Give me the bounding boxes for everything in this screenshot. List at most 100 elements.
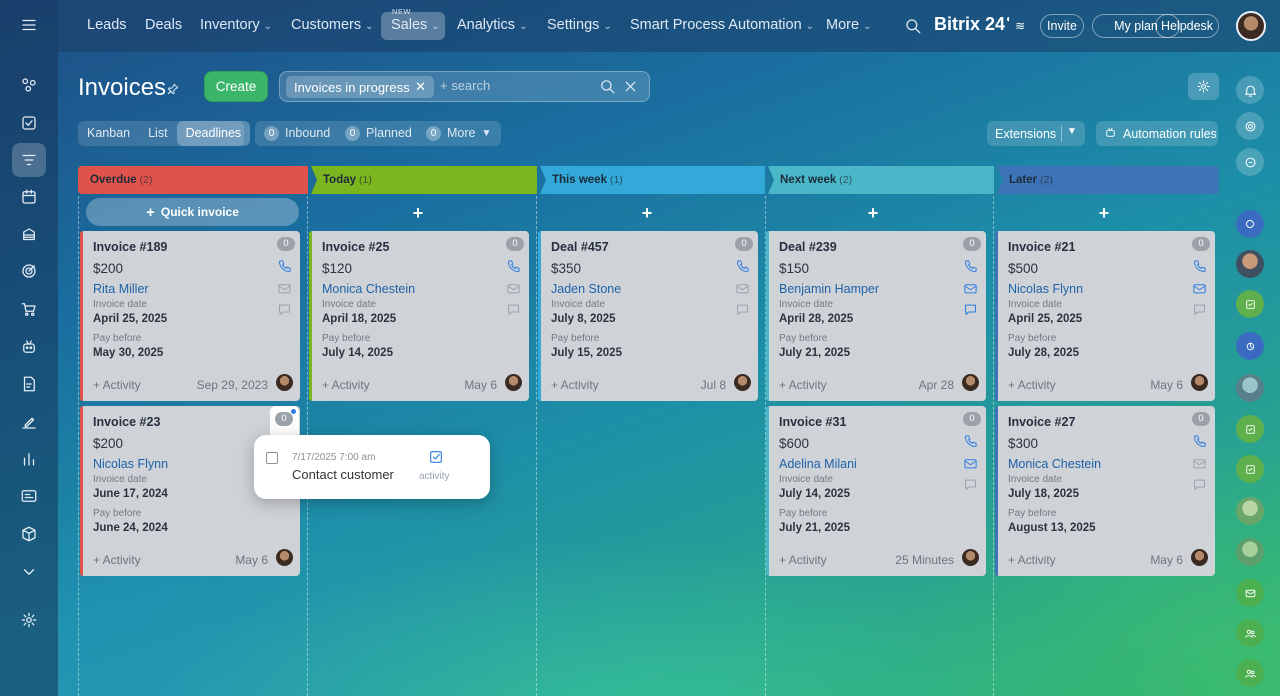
chat-icon[interactable]	[277, 302, 292, 322]
add-activity-button[interactable]: + Activity	[322, 378, 370, 392]
add-activity-button[interactable]: + Activity	[779, 378, 827, 392]
sync-chat-icon[interactable]	[1236, 332, 1264, 360]
cart-icon[interactable]	[12, 292, 46, 326]
column-later[interactable]: Later (2)	[997, 166, 1219, 194]
phone-icon[interactable]	[963, 434, 978, 454]
phone-icon[interactable]	[1192, 434, 1207, 454]
add-activity-button[interactable]: + Activity	[779, 553, 827, 567]
search-icon[interactable]	[599, 78, 616, 100]
task-chat-icon-2[interactable]	[1236, 415, 1264, 443]
card-title[interactable]: Invoice #25	[322, 240, 390, 254]
nav-sales[interactable]: Sales ⌄	[391, 17, 440, 33]
counter-more[interactable]: 0 More ▼	[426, 121, 491, 146]
invite-button[interactable]: Invite	[1040, 14, 1084, 38]
column-overdue[interactable]: Overdue (2)	[78, 166, 308, 194]
chat-avatar-4[interactable]	[1236, 538, 1264, 566]
counter-inbound[interactable]: 0 Inbound	[264, 121, 330, 146]
sales-funnel-icon[interactable]	[12, 143, 46, 177]
chat-search-icon[interactable]	[1236, 148, 1264, 176]
activity-checkbox[interactable]	[266, 452, 278, 464]
column-this-week[interactable]: This week (1)	[540, 166, 765, 194]
card-title[interactable]: Invoice #23	[93, 415, 161, 429]
phone-icon[interactable]	[277, 259, 292, 279]
clear-icon[interactable]	[622, 78, 639, 100]
column-next-week[interactable]: Next week (2)	[768, 166, 994, 194]
extensions-button[interactable]: Extensions ▼	[987, 121, 1085, 146]
kanban-card[interactable]: Invoice #25 0 $120 Monica Chestein Invoice d…	[309, 231, 529, 401]
close-icon[interactable]: ✕	[415, 79, 426, 94]
nav-smart-process-automation[interactable]: Smart Process Automation ⌄	[630, 17, 815, 33]
kanban-card[interactable]: Invoice #31 0 $600 Adelina Milani Invoice da…	[766, 406, 986, 576]
card-activity-badge[interactable]: 0	[1192, 237, 1210, 251]
document-edit-icon[interactable]	[12, 367, 46, 401]
add-activity-button[interactable]: + Activity	[93, 378, 141, 392]
my-plan-button[interactable]: My plan	[1092, 14, 1180, 38]
filter-search-box[interactable]: Invoices in progress ✕	[279, 71, 650, 102]
mail-icon[interactable]	[1192, 456, 1207, 476]
view-deadlines[interactable]: Deadlines	[176, 121, 251, 146]
card-title[interactable]: Invoice #189	[93, 240, 168, 254]
settings-gear-icon[interactable]	[12, 603, 46, 637]
pin-icon[interactable]	[166, 82, 180, 101]
phone-icon[interactable]	[506, 259, 521, 279]
responsible-avatar[interactable]	[734, 374, 751, 391]
chat-avatar-2[interactable]	[1236, 374, 1264, 402]
menu-icon[interactable]	[12, 8, 46, 42]
add-item-button-next-week[interactable]: +	[867, 203, 879, 223]
robot-icon[interactable]	[12, 330, 46, 364]
card-client-link[interactable]: Adelina Milani	[779, 457, 857, 471]
card-client-link[interactable]: Monica Chestein	[322, 282, 416, 296]
responsible-avatar[interactable]	[276, 549, 293, 566]
responsible-avatar[interactable]	[962, 549, 979, 566]
add-activity-button[interactable]: + Activity	[551, 378, 599, 392]
card-activity-badge[interactable]: 0	[963, 237, 981, 251]
card-title[interactable]: Invoice #21	[1008, 240, 1076, 254]
chevron-down-icon[interactable]: ▼	[1067, 126, 1077, 137]
nav-deals[interactable]: Deals	[145, 17, 183, 33]
responsible-avatar[interactable]	[276, 374, 293, 391]
chat-icon[interactable]	[963, 477, 978, 497]
add-item-button-later[interactable]: +	[1098, 203, 1110, 223]
card-client-link[interactable]: Jaden Stone	[551, 282, 622, 296]
add-activity-button[interactable]: + Activity	[1008, 378, 1056, 392]
chat-group-icon[interactable]	[1236, 210, 1264, 238]
responsible-avatar[interactable]	[1191, 374, 1208, 391]
mail-icon[interactable]	[963, 456, 978, 476]
box-icon[interactable]	[12, 517, 46, 551]
card-activity-badge[interactable]: 0	[1192, 412, 1210, 426]
kanban-card[interactable]: Deal #239 0 $150 Benjamin Hamper Invoice dat…	[766, 231, 986, 401]
activity-badge-tab[interactable]: 0	[270, 406, 299, 438]
chevron-down-icon[interactable]	[12, 555, 46, 589]
drive-icon[interactable]	[12, 218, 46, 252]
crm-icon[interactable]	[12, 68, 46, 102]
helpdesk-button[interactable]: Helpdesk	[1155, 14, 1219, 38]
bitrix-logo[interactable]: Bitrix 24◐ ≋	[934, 14, 1026, 34]
task-chat-icon-3[interactable]	[1236, 455, 1264, 483]
mail-icon[interactable]	[963, 281, 978, 301]
mail-icon[interactable]	[277, 281, 292, 301]
card-title[interactable]: Deal #457	[551, 240, 609, 254]
card-client-link[interactable]: Nicolas Flynn	[93, 457, 169, 471]
card-activity-badge[interactable]: 0	[277, 237, 295, 251]
card-activity-badge[interactable]: 0	[735, 237, 753, 251]
card-title[interactable]: Deal #239	[779, 240, 837, 254]
kanban-card[interactable]: Deal #457 0 $350 Jaden Stone Invoice date Jul…	[538, 231, 758, 401]
chat-icon[interactable]	[735, 302, 750, 322]
task-chat-icon[interactable]	[1236, 290, 1264, 318]
add-activity-button[interactable]: + Activity	[1008, 553, 1056, 567]
responsible-avatar[interactable]	[505, 374, 522, 391]
mail-icon[interactable]	[735, 281, 750, 301]
search-input[interactable]	[440, 78, 590, 93]
card-activity-badge[interactable]: 0	[506, 237, 524, 251]
tasks-icon[interactable]	[12, 106, 46, 140]
group-chat-icon[interactable]	[1236, 619, 1264, 647]
add-item-button-this-week[interactable]: +	[641, 203, 653, 223]
create-button[interactable]: Create	[204, 71, 268, 102]
contact-card-icon[interactable]	[12, 479, 46, 513]
search-icon[interactable]	[904, 17, 922, 40]
analytics-icon[interactable]	[12, 442, 46, 476]
card-client-link[interactable]: Nicolas Flynn	[1008, 282, 1084, 296]
kanban-card[interactable]: Invoice #27 0 $300 Monica Chestein Invoice d…	[995, 406, 1215, 576]
phone-icon[interactable]	[963, 259, 978, 279]
notifications-bell-icon[interactable]	[1236, 76, 1264, 104]
